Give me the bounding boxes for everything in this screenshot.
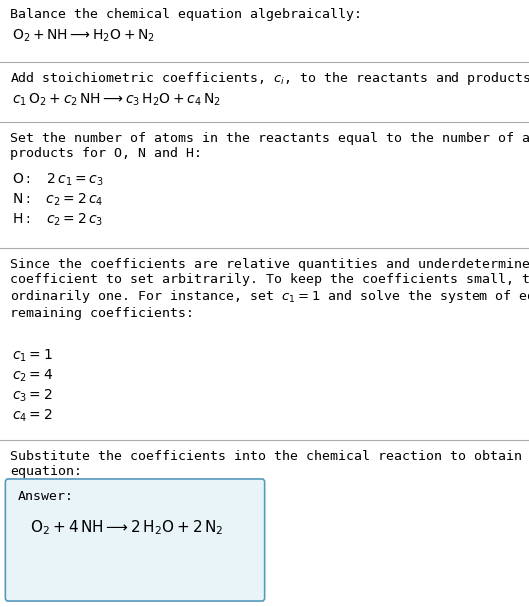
Text: $c_3 = 2$: $c_3 = 2$	[12, 388, 52, 404]
Text: Add stoichiometric coefficients, $c_i$, to the reactants and products:: Add stoichiometric coefficients, $c_i$, …	[10, 70, 529, 87]
Text: Balance the chemical equation algebraically:: Balance the chemical equation algebraica…	[10, 8, 362, 21]
Text: Substitute the coefficients into the chemical reaction to obtain the balanced
eq: Substitute the coefficients into the che…	[10, 450, 529, 478]
Text: $\mathrm{N:}\quad c_2 = 2\,c_4$: $\mathrm{N:}\quad c_2 = 2\,c_4$	[12, 192, 104, 208]
Text: $\mathrm{O_2 + NH \longrightarrow H_2O + N_2}$: $\mathrm{O_2 + NH \longrightarrow H_2O +…	[12, 28, 155, 44]
Text: Set the number of atoms in the reactants equal to the number of atoms in the
pro: Set the number of atoms in the reactants…	[10, 132, 529, 160]
Text: Answer:: Answer:	[18, 490, 74, 503]
Text: $\mathrm{O_2 + 4\,NH \longrightarrow 2\,H_2O + 2\,N_2}$: $\mathrm{O_2 + 4\,NH \longrightarrow 2\,…	[30, 518, 224, 537]
Text: Since the coefficients are relative quantities and underdetermined, choose a
coe: Since the coefficients are relative quan…	[10, 258, 529, 320]
Text: $c_2 = 4$: $c_2 = 4$	[12, 368, 53, 384]
Text: $c_4 = 2$: $c_4 = 2$	[12, 408, 52, 424]
Text: $c_1 = 1$: $c_1 = 1$	[12, 348, 53, 364]
Text: $\mathrm{H:}\quad c_2 = 2\,c_3$: $\mathrm{H:}\quad c_2 = 2\,c_3$	[12, 212, 103, 228]
FancyBboxPatch shape	[5, 479, 264, 601]
Text: $c_1\,\mathrm{O_2} + c_2\,\mathrm{NH} \longrightarrow c_3\,\mathrm{H_2O} + c_4\,: $c_1\,\mathrm{O_2} + c_2\,\mathrm{NH} \l…	[12, 92, 221, 109]
Text: $\mathrm{O:}\quad 2\,c_1 = c_3$: $\mathrm{O:}\quad 2\,c_1 = c_3$	[12, 172, 104, 188]
